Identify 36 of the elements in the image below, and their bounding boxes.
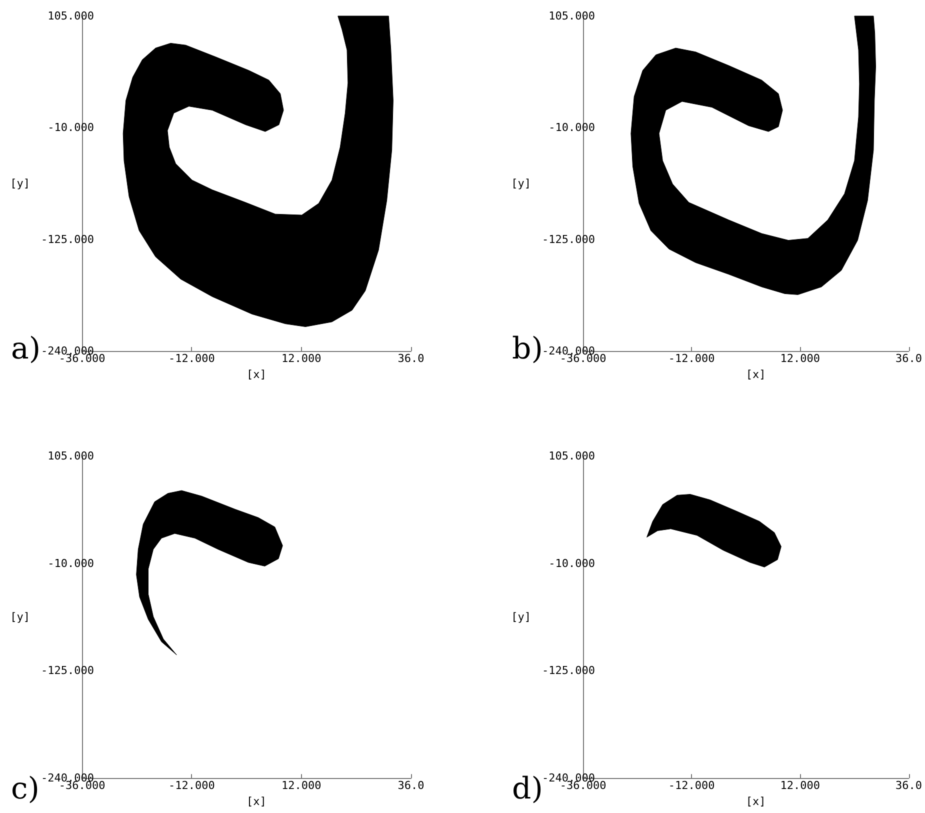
x-tick-label: 36.0 xyxy=(398,352,424,365)
text: b) xyxy=(512,332,543,366)
y-tick-label: -125.000 xyxy=(542,232,595,246)
y-tick-label: -125.000 xyxy=(41,232,94,246)
x-axis-title: [x] xyxy=(246,368,266,381)
y-tick-label: -10.000 xyxy=(48,121,94,134)
text: c) xyxy=(11,772,40,806)
y-tick-label: -125.000 xyxy=(41,664,94,678)
y-tick-label: -10.000 xyxy=(48,556,94,570)
x-tick-label: 36.0 xyxy=(896,352,922,365)
y-axis-title: [y] xyxy=(10,610,30,624)
x-tick-label: 12.000 xyxy=(780,352,820,365)
x-tick-label: 36.0 xyxy=(896,779,922,792)
x-axis-title: [x] xyxy=(246,795,266,808)
x-axis-title: [x] xyxy=(746,368,766,381)
x-tick-label: -12.000 xyxy=(168,352,215,365)
x-tick-label: -12.000 xyxy=(668,352,715,365)
x-tick-label: 36.0 xyxy=(398,779,424,792)
y-axis-title: [y] xyxy=(511,177,531,190)
x-tick-label: -12.000 xyxy=(668,779,715,792)
y-tick-label: 105.000 xyxy=(48,10,94,22)
x-axis-title: [x] xyxy=(746,795,766,808)
text: a) xyxy=(11,332,41,366)
x-tick-label: 12.000 xyxy=(281,352,322,365)
text: d) xyxy=(512,772,543,806)
y-tick-label: -10.000 xyxy=(548,121,595,134)
y-tick-label: 105.000 xyxy=(548,450,595,462)
y-axis-title: [y] xyxy=(10,177,30,190)
y-tick-label: -125.000 xyxy=(542,664,595,678)
x-tick-label: -12.000 xyxy=(168,779,215,792)
x-tick-label: 12.000 xyxy=(780,779,820,792)
x-tick-label: 12.000 xyxy=(281,779,322,792)
y-tick-label: -10.000 xyxy=(548,556,595,570)
y-tick-label: 105.000 xyxy=(548,10,595,22)
y-tick-label: 105.000 xyxy=(48,450,94,462)
y-axis-title: [y] xyxy=(511,610,531,624)
